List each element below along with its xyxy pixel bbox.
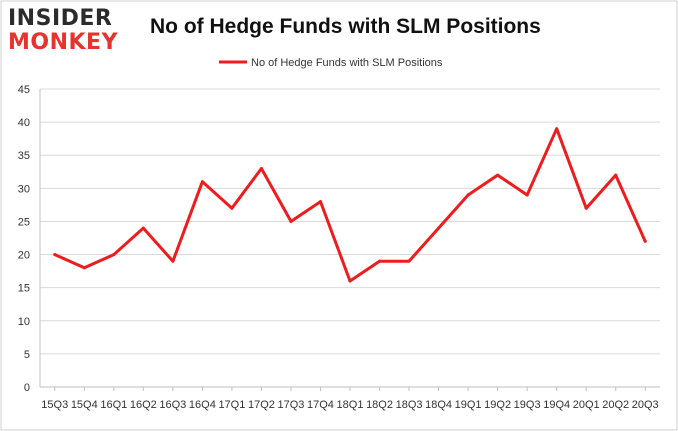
data-point (525, 193, 529, 197)
x-tick-label: 20Q3 (632, 399, 659, 411)
x-tick-label: 20Q1 (573, 399, 600, 411)
data-point (348, 279, 352, 283)
y-tick-label: 15 (18, 283, 30, 295)
data-point (171, 259, 175, 263)
data-point (141, 226, 145, 230)
y-axis-ticks: 0 5 10 15 20 25 30 35 40 45 (18, 84, 30, 394)
data-point (555, 127, 559, 131)
y-tick-label: 25 (18, 216, 30, 228)
x-tick-label: 15Q4 (71, 399, 98, 411)
data-point (407, 259, 411, 263)
x-tick-label: 17Q4 (307, 399, 334, 411)
legend-label: No of Hedge Funds with SLM Positions (251, 57, 443, 69)
x-tick-label: 18Q1 (337, 399, 364, 411)
y-tick-label: 0 (24, 382, 30, 394)
data-point (496, 173, 500, 177)
x-tick-label: 19Q4 (543, 399, 570, 411)
data-point (643, 239, 647, 243)
series-group (53, 127, 647, 283)
x-tick-label: 15Q3 (41, 399, 68, 411)
x-tick-label: 17Q2 (248, 399, 275, 411)
x-tick-label: 19Q3 (514, 399, 541, 411)
x-tick-label: 17Q3 (277, 399, 304, 411)
data-point (82, 266, 86, 270)
y-tick-label: 35 (18, 150, 30, 162)
data-point (230, 206, 234, 210)
x-tick-label: 18Q4 (425, 399, 452, 411)
y-tick-label: 20 (18, 250, 30, 262)
legend: No of Hedge Funds with SLM Positions (219, 57, 443, 69)
insider-monkey-logo: INSIDER MONKEY (8, 8, 128, 58)
x-tick-label: 16Q1 (100, 399, 127, 411)
chart-title: No of Hedge Funds with SLM Positions (150, 15, 541, 38)
y-tick-label: 10 (18, 316, 30, 328)
x-tick-label: 16Q2 (130, 399, 157, 411)
y-tick-label: 5 (24, 349, 30, 361)
data-point (584, 206, 588, 210)
data-point (614, 173, 618, 177)
y-tick-label: 45 (18, 84, 30, 96)
data-point (53, 253, 57, 257)
x-tick-label: 19Q1 (455, 399, 482, 411)
x-tick-label: 16Q3 (159, 399, 186, 411)
x-tick-label: 17Q1 (218, 399, 245, 411)
data-point (200, 180, 204, 184)
data-point (318, 200, 322, 204)
logo-line-2: MONKEY (8, 30, 119, 55)
x-tick-label: 19Q2 (484, 399, 511, 411)
data-point (437, 226, 441, 230)
y-tick-label: 30 (18, 183, 30, 195)
x-axis-ticks: 15Q3 15Q4 16Q1 16Q2 16Q3 16Q4 17Q1 17Q2 17Q3 17Q4… (41, 387, 659, 411)
data-point (378, 259, 382, 263)
x-tick-label: 18Q3 (396, 399, 423, 411)
data-point (289, 219, 293, 223)
logo-line-1: INSIDER (8, 6, 113, 31)
series-line-0 (53, 127, 647, 283)
y-tick-label: 40 (18, 117, 30, 129)
data-point (259, 166, 263, 170)
x-tick-label: 16Q4 (189, 399, 216, 411)
data-point (466, 193, 470, 197)
x-tick-label: 18Q2 (366, 399, 393, 411)
data-point (112, 253, 116, 257)
x-tick-label: 20Q2 (602, 399, 629, 411)
